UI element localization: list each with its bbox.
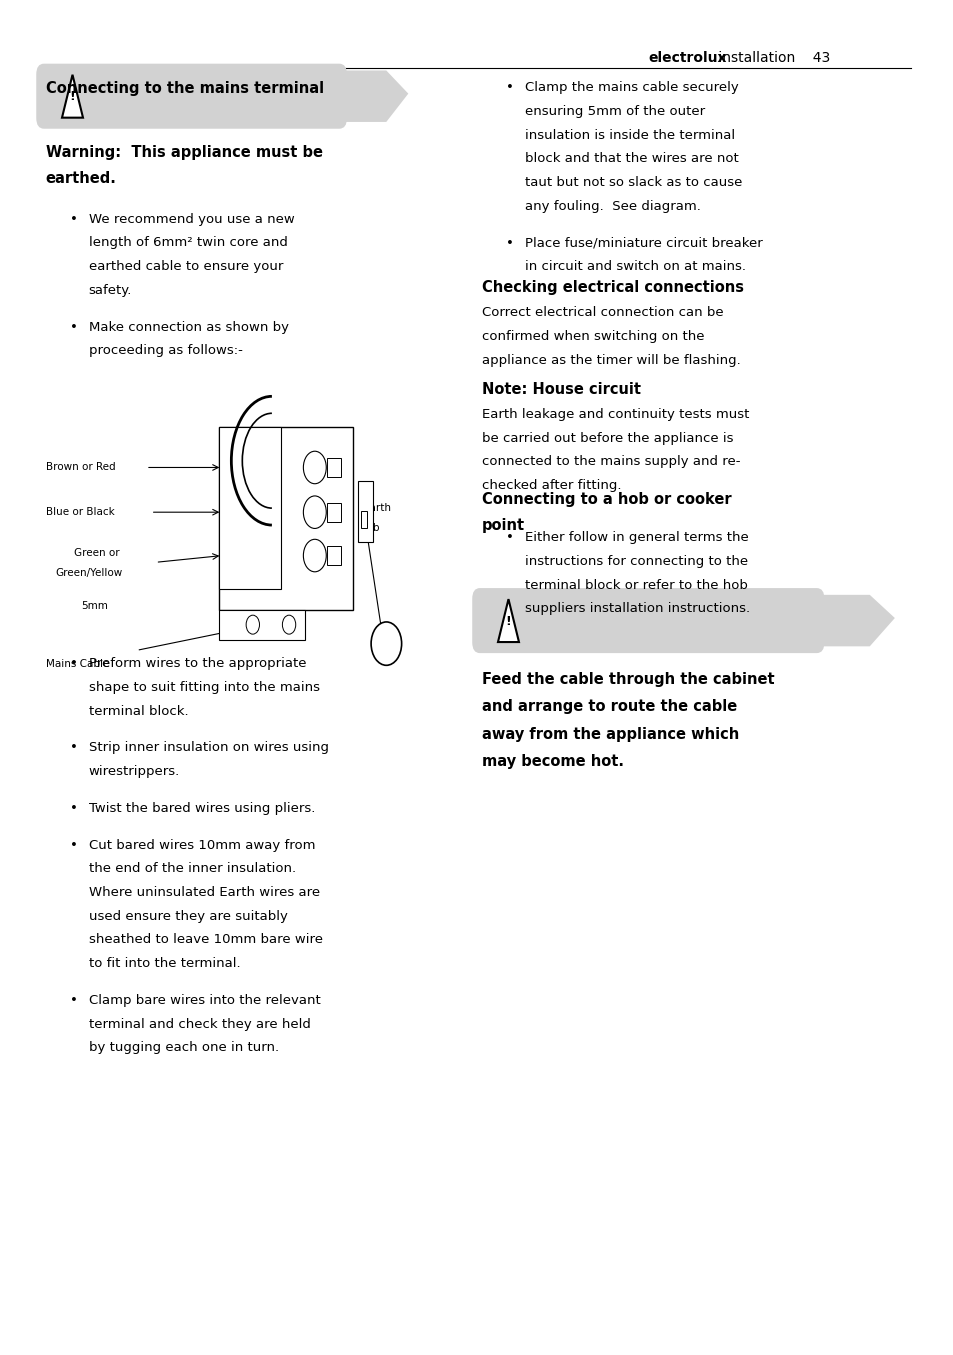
Text: E: E [277, 461, 281, 469]
Text: Where uninsulated Earth wires are: Where uninsulated Earth wires are [89, 886, 319, 898]
Text: the end of the inner insulation.: the end of the inner insulation. [89, 862, 295, 875]
Text: Feed the cable through the cabinet: Feed the cable through the cabinet [481, 672, 774, 687]
Text: earthed cable to ensure your: earthed cable to ensure your [89, 260, 283, 274]
Text: block and that the wires are not: block and that the wires are not [524, 153, 738, 165]
Text: and arrange to route the cable: and arrange to route the cable [481, 699, 737, 714]
Text: •: • [505, 531, 513, 545]
Text: Mains Cable: Mains Cable [46, 659, 109, 669]
Text: Earth leakage and continuity tests must: Earth leakage and continuity tests must [481, 408, 748, 421]
Text: We recommend you use a new: We recommend you use a new [89, 213, 294, 226]
Text: •: • [505, 237, 513, 249]
Text: terminal block or refer to the hob: terminal block or refer to the hob [524, 579, 747, 592]
Text: N: N [276, 505, 282, 514]
Text: Brown or Red: Brown or Red [46, 462, 115, 473]
Text: appliance as the timer will be flashing.: appliance as the timer will be flashing. [481, 354, 740, 367]
Text: Place fuse/miniature circuit breaker: Place fuse/miniature circuit breaker [524, 237, 761, 249]
Text: 5mm: 5mm [81, 600, 108, 611]
Text: Green or: Green or [74, 547, 120, 558]
Text: •: • [70, 657, 77, 671]
Text: Make connection as shown by: Make connection as shown by [89, 321, 289, 333]
Text: •: • [70, 213, 77, 226]
Text: earthed.: earthed. [46, 171, 116, 186]
Text: insulation is inside the terminal: insulation is inside the terminal [524, 129, 734, 142]
Text: suppliers installation instructions.: suppliers installation instructions. [524, 602, 749, 615]
Text: by tugging each one in turn.: by tugging each one in turn. [89, 1042, 278, 1054]
Text: !: ! [70, 91, 75, 103]
Text: •: • [505, 81, 513, 95]
Text: •: • [70, 321, 77, 333]
Text: Clamp the mains cable securely: Clamp the mains cable securely [524, 81, 738, 95]
Text: taut but not so slack as to cause: taut but not so slack as to cause [524, 176, 741, 190]
Text: away from the appliance which: away from the appliance which [481, 726, 739, 741]
Text: terminal and check they are held: terminal and check they are held [89, 1018, 311, 1031]
Text: used ensure they are suitably: used ensure they are suitably [89, 909, 287, 923]
Text: •: • [70, 741, 77, 755]
Text: point: point [481, 518, 524, 533]
Text: Preform wires to the appropriate: Preform wires to the appropriate [89, 657, 306, 671]
Text: any fouling.  See diagram.: any fouling. See diagram. [524, 201, 700, 213]
Text: wirestrippers.: wirestrippers. [89, 766, 180, 778]
Text: •: • [70, 995, 77, 1007]
Text: Checking electrical connections: Checking electrical connections [481, 280, 743, 295]
Text: shape to suit fitting into the mains: shape to suit fitting into the mains [89, 682, 319, 694]
Text: Earth: Earth [362, 503, 390, 514]
Text: Strip inner insulation on wires using: Strip inner insulation on wires using [89, 741, 329, 755]
Text: installation    43: installation 43 [713, 51, 829, 65]
Text: checked after fitting.: checked after fitting. [481, 480, 620, 492]
Text: confirmed when switching on the: confirmed when switching on the [481, 329, 703, 343]
Text: Green/Yellow: Green/Yellow [55, 568, 122, 579]
Text: electrolux: electrolux [648, 51, 726, 65]
Text: !: ! [505, 615, 511, 627]
Text: connected to the mains supply and re-: connected to the mains supply and re- [481, 455, 740, 469]
Text: Tab: Tab [362, 523, 379, 534]
Text: •: • [70, 839, 77, 851]
Text: may become hot.: may become hot. [481, 753, 623, 768]
Text: Correct electrical connection can be: Correct electrical connection can be [481, 306, 722, 320]
Text: safety.: safety. [89, 285, 132, 297]
Text: Clamp bare wires into the relevant: Clamp bare wires into the relevant [89, 995, 320, 1007]
Text: Either follow in general terms the: Either follow in general terms the [524, 531, 748, 545]
Text: length of 6mm² twin core and: length of 6mm² twin core and [89, 236, 287, 249]
Text: Warning:  This appliance must be: Warning: This appliance must be [46, 145, 322, 160]
Text: in circuit and switch on at mains.: in circuit and switch on at mains. [524, 260, 745, 274]
Text: Note: House circuit: Note: House circuit [481, 382, 640, 397]
Text: Twist the bared wires using pliers.: Twist the bared wires using pliers. [89, 802, 314, 814]
Text: Blue or Black: Blue or Black [46, 507, 114, 518]
Text: •: • [70, 802, 77, 814]
Text: instructions for connecting to the: instructions for connecting to the [524, 556, 747, 568]
Text: Connecting to the mains terminal: Connecting to the mains terminal [46, 81, 324, 96]
Text: to fit into the terminal.: to fit into the terminal. [89, 957, 240, 970]
Text: ensuring 5mm of the outer: ensuring 5mm of the outer [524, 106, 704, 118]
Text: L: L [277, 549, 281, 557]
Text: proceeding as follows:-: proceeding as follows:- [89, 344, 242, 358]
Text: Connecting to a hob or cooker: Connecting to a hob or cooker [481, 492, 731, 507]
Text: be carried out before the appliance is: be carried out before the appliance is [481, 431, 733, 444]
Text: sheathed to leave 10mm bare wire: sheathed to leave 10mm bare wire [89, 934, 322, 946]
Text: terminal block.: terminal block. [89, 705, 188, 718]
Text: Cut bared wires 10mm away from: Cut bared wires 10mm away from [89, 839, 314, 851]
